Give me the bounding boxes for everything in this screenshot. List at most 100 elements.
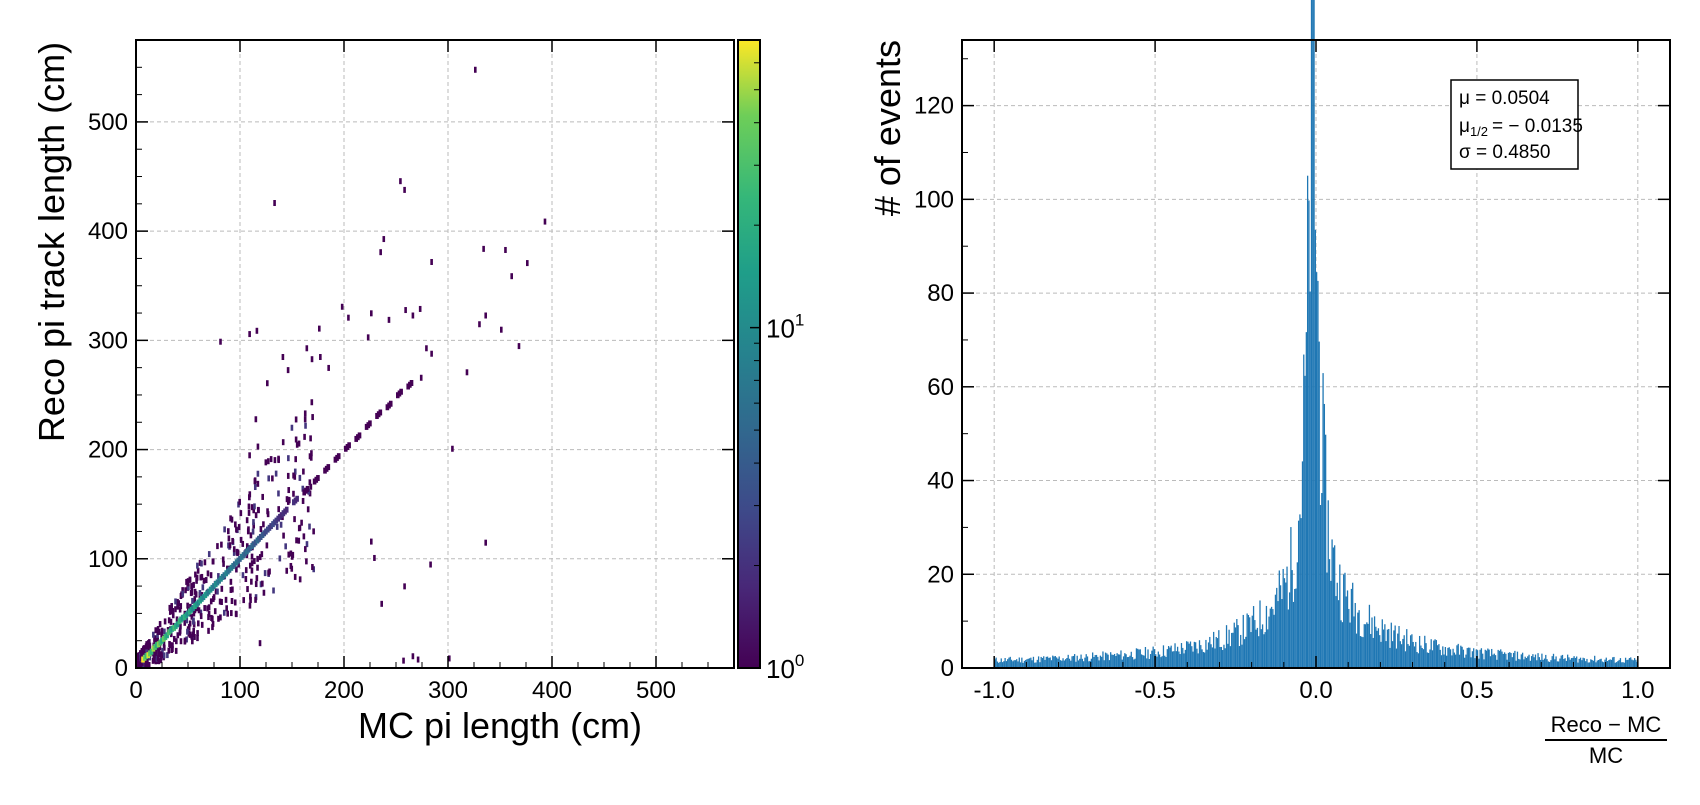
heatmap-cell (146, 640, 150, 647)
histogram-bar (1518, 658, 1520, 668)
histogram-bar (1564, 658, 1566, 668)
heatmap-cell-outlier (281, 354, 285, 361)
heatmap-cell-outlier (451, 445, 454, 452)
heatmap-cell (202, 577, 206, 584)
histogram-bar (1008, 657, 1010, 668)
histogram-bar (1267, 629, 1269, 668)
histogram-bar (1515, 660, 1517, 668)
histogram-bar (1124, 653, 1126, 668)
histogram-bar (1309, 291, 1311, 668)
heatmap-cell-outlier (482, 245, 485, 252)
stats-mean: μ = 0.0504 (1459, 88, 1550, 109)
histogram-bar (1146, 658, 1148, 668)
histogram-bar (1326, 572, 1328, 668)
histogram-bar (1345, 596, 1347, 668)
heatmap-cell (303, 433, 306, 440)
histogram-bar (1354, 602, 1356, 668)
heatmap-cell (287, 496, 291, 503)
heatmap-cell (166, 652, 169, 659)
heatmap-cell (310, 399, 314, 406)
histogram-bar (1062, 658, 1064, 668)
histogram-bar (1249, 617, 1251, 668)
histogram-bar (1394, 625, 1396, 668)
histogram-bar (1447, 647, 1449, 668)
histogram-bar (1400, 644, 1403, 668)
heatmap-cell (214, 588, 218, 595)
histogram-bar (1025, 659, 1027, 668)
histogram-bar (1046, 656, 1049, 668)
heatmap-cell-diagonal (258, 533, 263, 540)
heatmap-cell-diagonal (191, 604, 195, 611)
histogram-bar (1469, 647, 1471, 668)
heatmap-cell-diagonal (186, 610, 190, 617)
heatmap-cell (301, 485, 305, 492)
histogram-x-label-numerator: Reco − MC (1551, 712, 1662, 737)
heatmap-cell (207, 627, 210, 634)
histogram-bar (1010, 659, 1013, 668)
histogram-bar (1083, 661, 1085, 668)
histogram-bar (1393, 630, 1395, 668)
histogram-bar (1294, 588, 1296, 668)
heatmap-cell (210, 614, 213, 621)
heatmap-cell (308, 523, 311, 530)
histogram-bar (1509, 652, 1511, 668)
histogram-bar (1164, 655, 1166, 668)
heatmap-y-tick-label: 400 (88, 218, 128, 245)
histogram-bar (1067, 654, 1069, 668)
histogram-bar (1222, 650, 1224, 668)
histogram-bar (1478, 658, 1480, 668)
histogram-bar (1290, 527, 1292, 668)
histogram-bar (1251, 615, 1253, 668)
heatmap-cell (274, 470, 278, 477)
histogram-bar (1434, 639, 1436, 668)
histogram-bar (1570, 658, 1573, 668)
heatmap-cell (144, 643, 148, 650)
histogram-bar (1621, 662, 1623, 668)
heatmap-cell-diagonal (357, 432, 362, 439)
heatmap-cell (237, 561, 240, 568)
stats-median-subscript: 1/2 (1470, 124, 1488, 139)
heatmap-cell (256, 480, 260, 487)
heatmap-cell-outlier (319, 354, 322, 361)
histogram-bar (1597, 659, 1600, 668)
histogram-bar (1558, 661, 1560, 668)
heatmap-ticks: 0 100 200 300 400 500 0 100 200 300 400 500 (88, 40, 734, 704)
histogram-bar (1591, 659, 1593, 668)
histogram-bar (1318, 341, 1320, 668)
histogram-bar (1291, 570, 1293, 668)
heatmap-cell-diagonal (144, 653, 149, 660)
histogram-bar (1466, 648, 1468, 668)
histogram-bar (1285, 582, 1287, 668)
heatmap-cell (206, 605, 209, 612)
heatmap-y-tick-label: 100 (88, 546, 128, 573)
histogram-bar (1480, 648, 1483, 668)
histogram-bar (1443, 654, 1445, 668)
histogram-bar (1254, 620, 1256, 668)
histogram-bar (1209, 636, 1211, 668)
heatmap-cell (171, 612, 175, 619)
histogram-bar (1552, 653, 1555, 668)
heatmap-cell (179, 603, 183, 610)
histogram-bar (1115, 656, 1117, 668)
histogram-bar (1234, 627, 1237, 668)
histogram-bar (1166, 649, 1168, 668)
histogram-bar (1023, 660, 1026, 668)
histogram-bar (1158, 654, 1161, 668)
heatmap-cell (256, 564, 259, 571)
heatmap-cell (186, 602, 189, 609)
histogram-bar (1582, 657, 1584, 668)
histogram-bar (1301, 461, 1304, 668)
heatmap-cell (181, 587, 184, 594)
heatmap-cell (250, 567, 254, 574)
histogram-bar (1323, 403, 1326, 668)
histogram-bar (1605, 657, 1607, 668)
heatmap-cell (170, 603, 173, 610)
heatmap-cell (168, 608, 172, 615)
heatmap-cell (209, 572, 213, 579)
histogram-bar (1077, 660, 1080, 668)
histogram-bar (1388, 628, 1390, 668)
heatmap-cell (229, 578, 233, 585)
heatmap-cell (185, 636, 188, 643)
heatmap-cell-outlier (347, 314, 350, 321)
histogram-bar (1330, 580, 1332, 668)
